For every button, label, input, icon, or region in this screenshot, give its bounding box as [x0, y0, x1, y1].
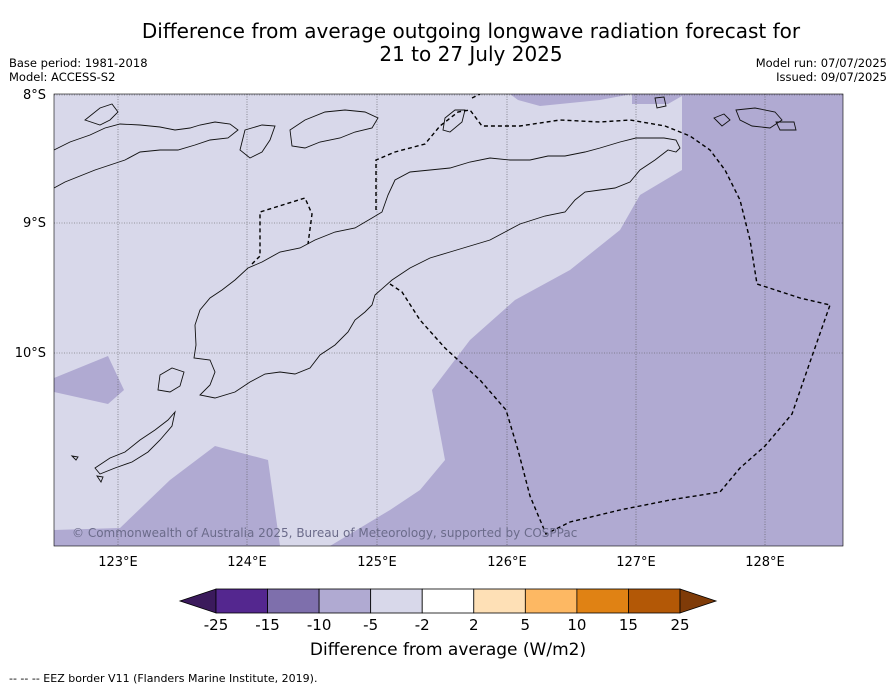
- eez-border: [251, 94, 831, 535]
- coastline-wetar: [289, 109, 379, 149]
- title-line-2: 21 to 27 July 2025: [379, 42, 563, 66]
- colorbar-segment: [267, 588, 320, 614]
- graticule: [54, 94, 843, 546]
- lat-label-9s: 9°S: [23, 216, 46, 231]
- base-period: Base period: 1981-2018: [9, 56, 148, 70]
- anomaly-mid-field-southwest: [54, 446, 280, 546]
- eez-footnote: -- -- -- EEZ border V11 (Flanders Marine…: [9, 672, 318, 685]
- colorbar-segment: [628, 588, 681, 614]
- eez-line-enclave: [251, 197, 313, 265]
- lon-label-126e: 126°E: [487, 555, 527, 570]
- coastline-north-islands-west: [54, 121, 239, 189]
- colorbar-tick-label: 2: [468, 616, 479, 634]
- lon-label-123e: 123°E: [98, 555, 138, 570]
- colorbar-tick-label: 10: [567, 616, 587, 634]
- coastline-island-ne-3: [713, 113, 731, 127]
- anomaly-mid-field-top: [510, 94, 632, 106]
- coastline-small-islet-2: [96, 475, 104, 483]
- coastline-island-ne-4: [654, 96, 667, 109]
- map-title: Difference from average outgoing longwav…: [0, 20, 896, 66]
- coastline-small-islet: [70, 455, 79, 461]
- colorbar-tick-label: -10: [306, 616, 332, 634]
- meta-right: Model run: 07/07/2025 Issued: 09/07/2025: [756, 56, 887, 84]
- colorbar-segment: [421, 588, 475, 614]
- coastline-savu: [94, 410, 176, 475]
- model-run: Model run: 07/07/2025: [755, 56, 887, 70]
- coastline-atauro: [442, 109, 466, 133]
- lat-label-10s: 10°S: [15, 346, 46, 361]
- colorbar-tick-label: -2: [414, 616, 430, 634]
- colorbar-segment: [318, 588, 372, 614]
- copyright-notice: © Commonwealth of Australia 2025, Bureau…: [72, 526, 578, 540]
- title-line-1: Difference from average outgoing longwav…: [141, 19, 801, 43]
- colorbar-segment: [576, 588, 629, 614]
- colorbar-segment: [370, 588, 423, 614]
- model-name: Model: ACCESS-S2: [9, 70, 116, 84]
- colorbar-label: Difference from average (W/m2): [309, 640, 587, 660]
- map-frame: [53, 93, 844, 547]
- map-area: [54, 94, 843, 546]
- lon-label-127e: 127°E: [616, 555, 656, 570]
- colorbar-segment: [215, 588, 268, 614]
- anomaly-mid-field-west: [54, 356, 124, 404]
- eez-line-south: [389, 283, 831, 535]
- coastline-island-ne-1: [735, 107, 783, 129]
- meta-left: Base period: 1981-2018 Model: ACCESS-S2: [9, 56, 148, 84]
- colorbar-tick-label: -15: [255, 616, 280, 634]
- coastline-island-ne-2: [775, 121, 797, 131]
- coastline-alor: [84, 103, 119, 126]
- lat-label-8s: 8°S: [23, 88, 46, 103]
- colorbar-segment: [524, 588, 578, 614]
- colorbar-tick-label: 25: [670, 616, 690, 634]
- coastline-north-island-east: [239, 124, 276, 159]
- colorbar-tick-label: -5: [363, 616, 379, 634]
- coastline-rote: [157, 367, 185, 393]
- colorbar-tick-label: -25: [203, 616, 229, 634]
- colorbar-extend-max: [679, 588, 718, 614]
- anomaly-mid-field-east: [330, 94, 843, 546]
- eez-line-top: [471, 94, 481, 99]
- lon-label-124e: 124°E: [227, 555, 267, 570]
- colorbar-tick-label: 5: [520, 616, 531, 634]
- colorbar-tick-label: 15: [618, 616, 638, 634]
- coastlines: [54, 96, 797, 483]
- colorbar: [178, 588, 718, 614]
- lon-label-125e: 125°E: [357, 555, 397, 570]
- colorbar-extend-min: [178, 588, 217, 614]
- lon-label-128e: 128°E: [745, 555, 785, 570]
- coastline-timor: [193, 137, 681, 399]
- colorbar-segment: [473, 588, 526, 614]
- issued-date: Issued: 09/07/2025: [776, 70, 887, 84]
